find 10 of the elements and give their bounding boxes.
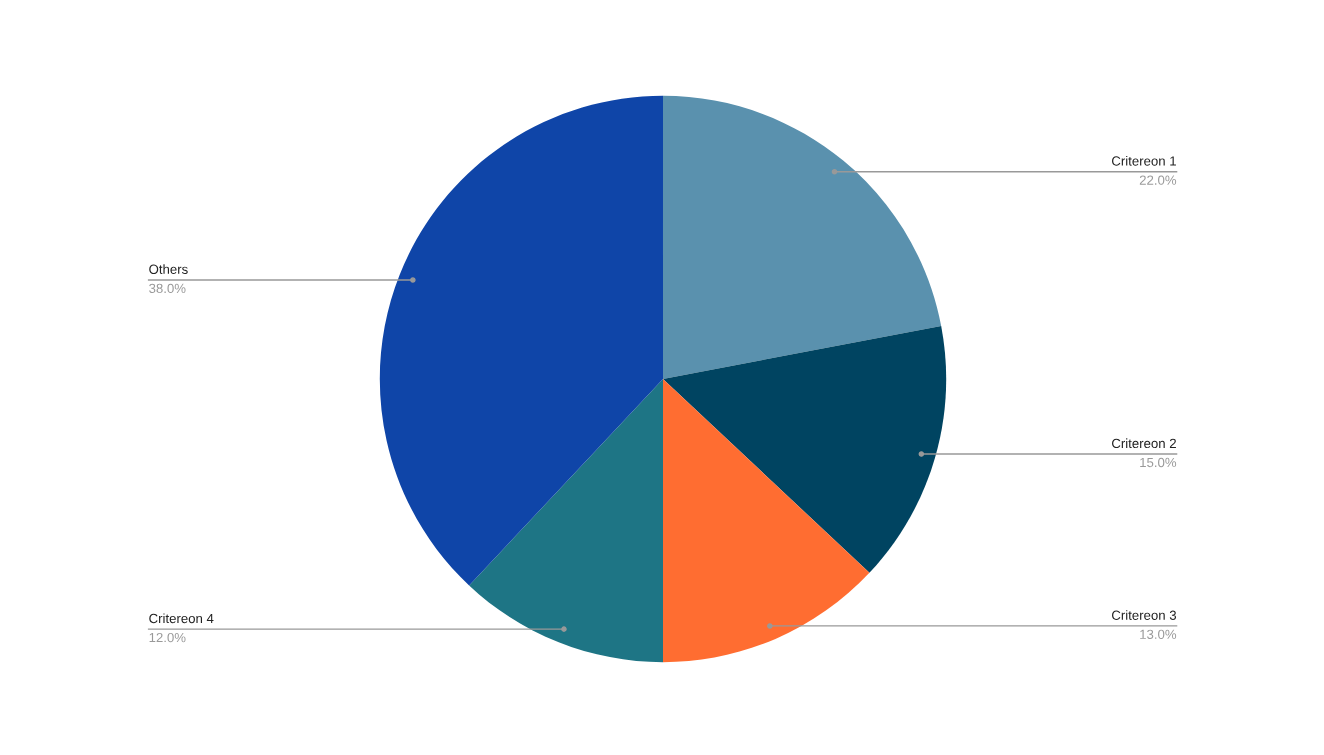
data-label: 15.0%	[1140, 457, 1177, 468]
data-label: 12.0%	[149, 632, 186, 643]
data-label: 13.0%	[1140, 629, 1177, 639]
data-label: 38.0%	[149, 283, 186, 294]
slice-label: Others	[149, 264, 188, 274]
slice-label: Critereon 1	[1112, 156, 1176, 166]
slice-label: Critereon 3	[1112, 610, 1177, 620]
slice-label: Critereon 2	[1112, 438, 1176, 449]
slice-label: Critereon 4	[149, 613, 214, 624]
data-label: 22.0%	[1139, 175, 1177, 185]
